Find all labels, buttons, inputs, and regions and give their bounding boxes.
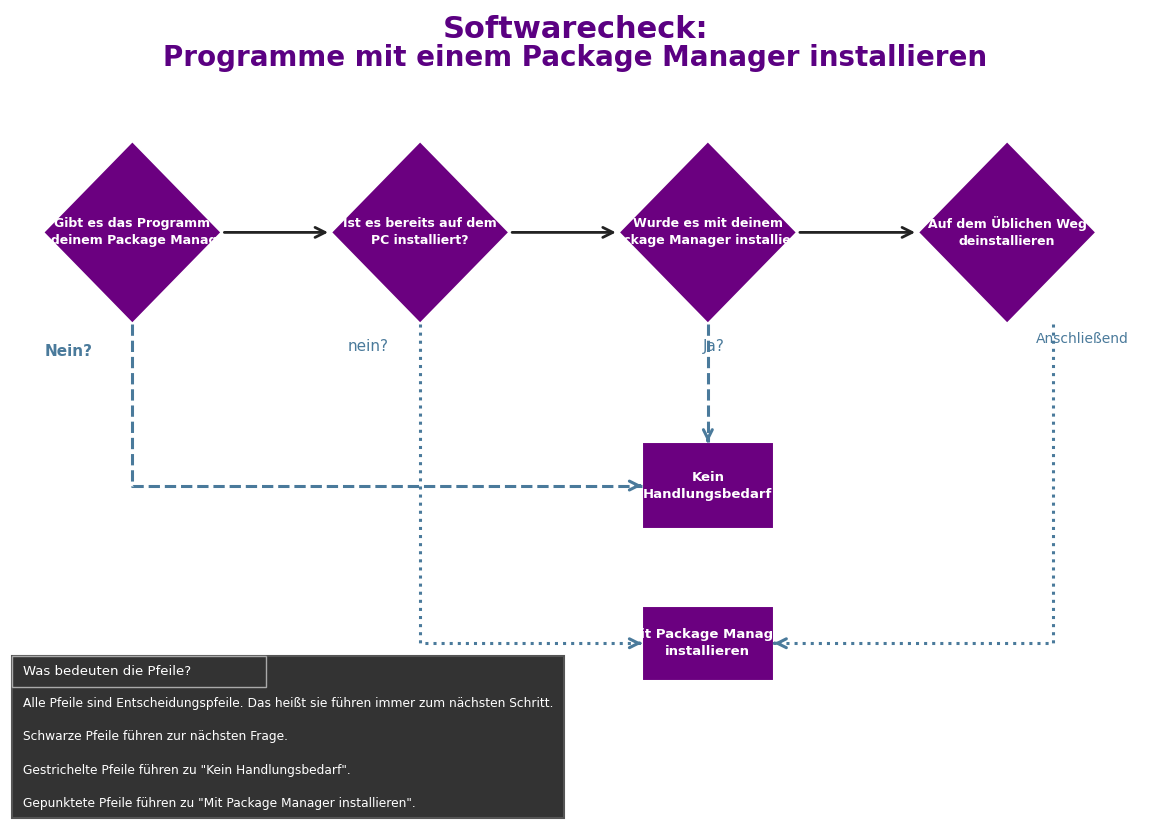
Text: Gibt es das Programm
bei deinem Package Manager?: Gibt es das Programm bei deinem Package …: [25, 217, 239, 247]
Text: Gepunktete Pfeile führen zu "Mit Package Manager installieren".: Gepunktete Pfeile führen zu "Mit Package…: [23, 797, 416, 810]
Text: Softwarecheck:: Softwarecheck:: [443, 15, 708, 43]
Text: Was bedeuten die Pfeile?: Was bedeuten die Pfeile?: [23, 665, 191, 678]
Bar: [642, 606, 773, 681]
Text: Anschließend: Anschließend: [1036, 332, 1128, 346]
Polygon shape: [619, 141, 796, 324]
Bar: [12, 656, 564, 818]
Text: Ja?: Ja?: [702, 339, 725, 354]
Text: Mit Package Manager
installieren: Mit Package Manager installieren: [627, 628, 788, 658]
Text: Auf dem Üblichen Weg
deinstallieren: Auf dem Üblichen Weg deinstallieren: [928, 217, 1087, 248]
Text: nein?: nein?: [348, 339, 389, 354]
Polygon shape: [44, 141, 221, 324]
Text: Schwarze Pfeile führen zur nächsten Frage.: Schwarze Pfeile führen zur nächsten Frag…: [23, 730, 288, 744]
Polygon shape: [331, 141, 509, 324]
Text: Kein
Handlungsbedarf: Kein Handlungsbedarf: [643, 471, 772, 500]
Text: Nein?: Nein?: [45, 344, 93, 359]
Text: Gestrichelte Pfeile führen zu "Kein Handlungsbedarf".: Gestrichelte Pfeile führen zu "Kein Hand…: [23, 764, 351, 777]
Bar: [642, 442, 773, 530]
Bar: [12, 656, 266, 687]
Text: Programme mit einem Package Manager installieren: Programme mit einem Package Manager inst…: [163, 44, 988, 72]
Polygon shape: [918, 141, 1096, 324]
Text: Wurde es mit deinem
Package Manager installiert?: Wurde es mit deinem Package Manager inst…: [605, 217, 810, 247]
Text: Alle Pfeile sind Entscheidungspfeile. Das heißt sie führen immer zum nächsten Sc: Alle Pfeile sind Entscheidungspfeile. Da…: [23, 697, 554, 710]
Text: Ist es bereits auf dem
PC installiert?: Ist es bereits auf dem PC installiert?: [343, 217, 497, 247]
